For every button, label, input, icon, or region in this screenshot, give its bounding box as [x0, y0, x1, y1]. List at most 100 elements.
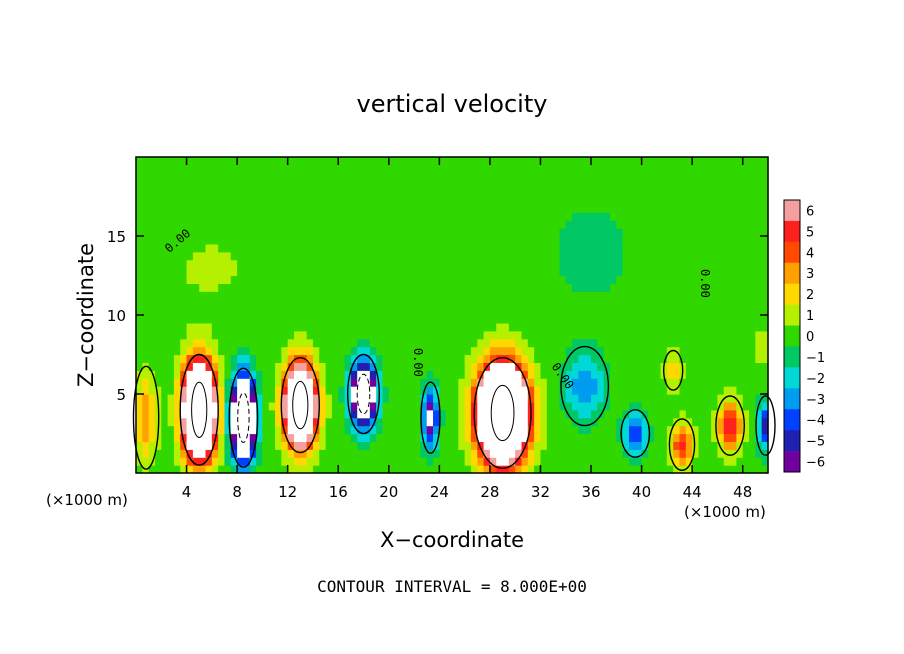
heatmap-cell — [281, 204, 289, 213]
heatmap-cell — [167, 441, 175, 450]
heatmap-cell — [154, 196, 162, 205]
heatmap-cell — [256, 386, 263, 395]
heatmap-cell — [597, 251, 605, 261]
heatmap-cell — [698, 180, 706, 190]
heatmap-cell — [742, 378, 750, 387]
heatmap-cell — [610, 251, 617, 261]
heatmap-cell — [211, 172, 219, 182]
heatmap-cell — [559, 346, 567, 356]
heatmap-cell — [508, 346, 516, 356]
heatmap-cell — [464, 346, 472, 356]
heatmap-cell — [433, 433, 440, 442]
heatmap-cell — [685, 267, 693, 277]
heatmap-cell — [173, 299, 181, 308]
heatmap-cell — [218, 362, 226, 371]
heatmap-cell — [692, 401, 700, 411]
heatmap-cell — [325, 180, 333, 190]
heatmap-cell — [730, 425, 737, 435]
heatmap-cell — [749, 236, 756, 245]
heatmap-cell — [470, 204, 478, 213]
heatmap-cell — [723, 433, 731, 442]
heatmap-cell — [736, 267, 744, 277]
heatmap-cell — [173, 370, 181, 379]
heatmap-cell — [199, 338, 207, 348]
heatmap-cell — [306, 394, 314, 403]
heatmap-cell — [148, 433, 156, 442]
heatmap-cell — [433, 322, 440, 332]
heatmap-cell — [489, 441, 497, 450]
heatmap-cell — [584, 180, 592, 190]
heatmap-cell — [666, 465, 674, 474]
heatmap-cell — [388, 228, 396, 237]
heatmap-cell — [603, 228, 611, 237]
heatmap-cell — [401, 172, 409, 182]
heatmap-cell — [199, 275, 207, 284]
heatmap-cell — [679, 291, 687, 300]
heatmap-cell — [287, 220, 295, 229]
heatmap-cell — [685, 220, 693, 229]
heatmap-cell — [218, 394, 226, 403]
heatmap-cell — [211, 401, 219, 411]
heatmap-cell — [243, 259, 251, 269]
heatmap-cell — [192, 228, 200, 237]
heatmap-cell — [496, 243, 504, 253]
heatmap-cell — [521, 433, 529, 442]
heatmap-cell — [679, 338, 687, 348]
heatmap-cell — [426, 291, 434, 300]
heatmap-cell — [470, 228, 478, 237]
heatmap-cell — [369, 354, 377, 363]
heatmap-cell — [268, 220, 276, 229]
heatmap-cell — [167, 465, 175, 474]
heatmap-cell — [521, 188, 529, 198]
heatmap-cell — [433, 409, 440, 419]
heatmap-cell — [603, 315, 611, 324]
heatmap-cell — [350, 362, 358, 371]
heatmap-cell — [363, 330, 371, 340]
heatmap-cell — [275, 299, 282, 308]
heatmap-cell — [237, 164, 245, 174]
heatmap-cell — [306, 236, 314, 245]
heatmap-cell — [647, 394, 655, 403]
heatmap-cell — [610, 307, 617, 316]
heatmap-cell — [414, 417, 421, 427]
heatmap-cell — [382, 441, 390, 450]
heatmap-cell — [192, 243, 200, 253]
heatmap-cell — [603, 204, 611, 213]
heatmap-cell — [603, 362, 611, 371]
heatmap-cell — [148, 449, 156, 458]
heatmap-cell — [591, 299, 598, 308]
heatmap-cell — [730, 188, 737, 198]
heatmap-cell — [319, 188, 327, 198]
heatmap-cell — [161, 172, 169, 182]
heatmap-cell — [287, 322, 295, 332]
heatmap-cell — [591, 433, 598, 442]
heatmap-cell — [761, 386, 769, 395]
heatmap-cell — [167, 259, 175, 269]
heatmap-cell — [224, 425, 232, 435]
heatmap-cell — [205, 275, 213, 284]
heatmap-cell — [647, 409, 655, 419]
heatmap-cell — [597, 291, 605, 300]
heatmap-cell — [376, 354, 384, 363]
heatmap-cell — [414, 386, 421, 395]
heatmap-cell — [136, 220, 143, 229]
heatmap-cell — [452, 394, 459, 403]
heatmap-cell — [458, 457, 466, 466]
heatmap-cell — [742, 465, 750, 474]
heatmap-cell — [136, 188, 143, 198]
heatmap-cell — [376, 299, 384, 308]
heatmap-cell — [736, 180, 744, 190]
heatmap-cell — [489, 362, 497, 371]
heatmap-cell — [192, 307, 200, 316]
heatmap-cell — [546, 346, 554, 356]
heatmap-cell — [673, 283, 681, 292]
heatmap-cell — [186, 212, 194, 221]
heatmap-cell — [534, 243, 542, 253]
heatmap-cell — [628, 196, 636, 205]
heatmap-cell — [464, 275, 472, 284]
heatmap-cell — [508, 417, 516, 427]
heatmap-cell — [426, 417, 434, 427]
heatmap-cell — [395, 449, 403, 458]
heatmap-cell — [161, 196, 169, 205]
heatmap-cell — [439, 228, 447, 237]
